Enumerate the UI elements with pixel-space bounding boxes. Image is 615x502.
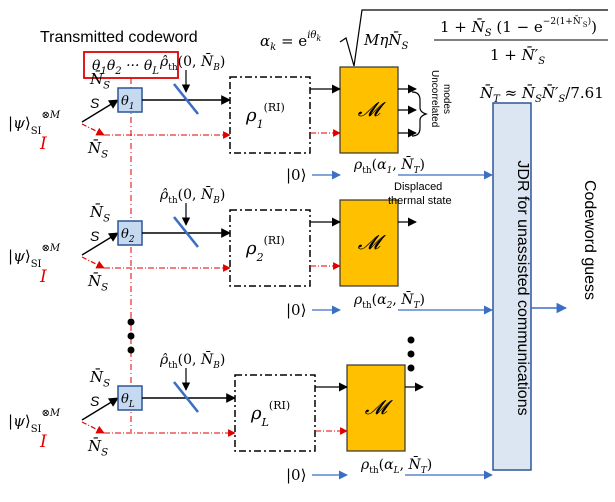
idler-photon-number: N̄S [87,437,108,459]
signal-photon-number: N̄S [89,368,110,390]
uncorrelated-modes-annotation: Uncorrelatedmodes [411,70,452,137]
bath-state-label: ρ̂th(0, N̄B) [159,350,225,371]
output-label: Codeword guess [581,180,598,300]
idler-arrow [81,123,105,136]
phase-modulator-box [117,385,143,411]
svg-text:1 + N̄′S: 1 + N̄′S [490,46,545,67]
received-state-box [229,209,311,287]
output-state-label: ρth(α2, N̄T) [353,290,425,311]
idler-label: I [39,267,47,287]
bath-state-label: ρ̂th(0, N̄B) [159,185,225,206]
signal-arrow [81,232,119,256]
signal-arrow [81,99,119,123]
output-state-label: ρth(αL, N̄T) [360,455,432,476]
alpha-formula: αk = eiθk MηN̄S 1 + N̄S (1 − e−2(1+N̄′S)… [260,9,608,67]
output-ellipsis [407,336,415,372]
displaced-thermal-line1: Displaced [394,181,442,193]
output-state-label: ρth(α1, N̄T) [353,155,425,176]
bath-state-label: ρ̂th(0, N̄B) [159,52,225,73]
vacuum-label: |0⟩ [286,466,306,484]
measurement-box [339,66,399,154]
displaced-thermal-line2: thermal state [388,195,452,207]
jdr-label: JDR for unassisted communications [514,160,531,415]
beamsplitter [172,381,200,413]
signal-label: S [90,393,100,409]
phase-modulator-label: θL [121,392,135,410]
idler-photon-number: N̄S [87,139,108,161]
received-state-label: ρL(RI) [250,399,290,429]
svg-text:αk = eiθk: αk = eiθk [260,30,321,53]
signal-arrow [81,397,119,421]
nt-formula: N̄T ≈ N̄SN̄′S/7.61 [479,84,604,105]
source-state-label: |ψ⟩SI⊗M [8,243,61,270]
idler-arrow [81,256,105,269]
idler-label: I [39,432,47,452]
svg-text:Uncorrelatedmodes: Uncorrelatedmodes [429,70,452,127]
phase-modulator-label: θ2 [121,227,135,245]
codeword-title: Transmitted codeword [40,29,198,46]
phase-modulator-label: θ1 [121,94,134,112]
source-state-label: |ψ⟩SI⊗M [8,408,61,435]
phase-modulator-box [117,87,143,113]
svg-text:1 + N̄S (1 − e−2(1+N̄′S)): 1 + N̄S (1 − e−2(1+N̄′S)) [440,15,597,39]
idler-label: I [39,134,47,154]
received-state-box [229,76,311,154]
beamsplitter [172,83,200,115]
vacuum-label: |0⟩ [286,166,306,184]
vacuum-label: |0⟩ [286,301,306,319]
source-state-label: |ψ⟩SI⊗M [8,110,61,137]
idler-arrow [81,421,105,434]
idler-photon-number: N̄S [87,272,108,294]
received-state-label: ρ2(RI) [245,234,285,264]
row-ellipsis [127,318,135,354]
measurement-box [339,199,399,287]
received-state-label: ρ1(RI) [245,101,285,131]
received-state-box [234,374,316,452]
svg-text:MηN̄S: MηN̄S [363,31,408,52]
signal-label: S [90,95,100,111]
signal-label: S [90,228,100,244]
signal-photon-number: N̄S [89,203,110,225]
measurement-box [346,364,406,452]
codeword-box-label: θ1θ2 ··· θL [92,58,159,77]
beamsplitter [172,216,200,248]
signal-photon-number: N̄S [89,70,110,92]
jdr-box [492,102,532,471]
